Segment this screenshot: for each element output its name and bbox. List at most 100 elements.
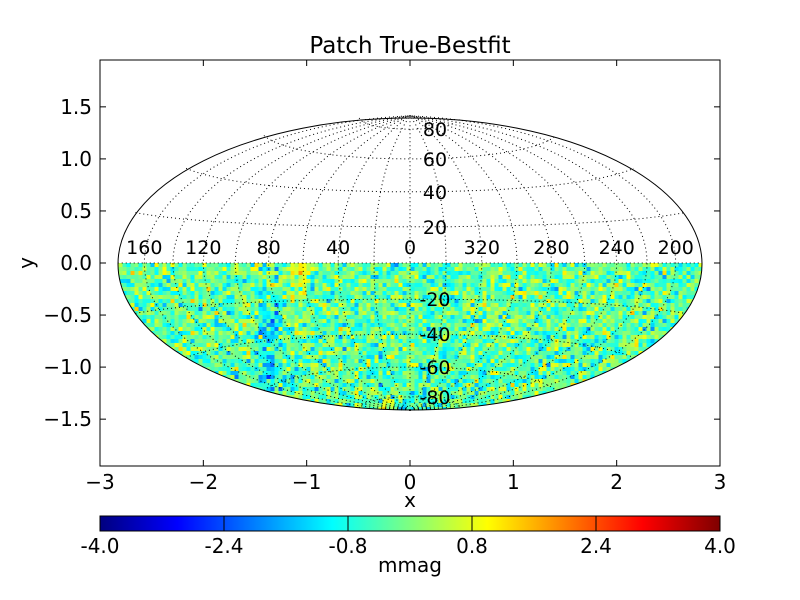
heatmap-cell — [162, 311, 167, 315]
heatmap-cell — [562, 327, 567, 331]
heatmap-cell — [158, 335, 163, 339]
heatmap-cell — [302, 347, 307, 351]
heatmap-cell — [206, 271, 211, 275]
heatmap-cell — [438, 279, 443, 283]
heatmap-cell — [494, 327, 499, 331]
heatmap-cell — [254, 347, 259, 351]
heatmap-cell — [646, 275, 651, 279]
heatmap-cell — [322, 303, 327, 307]
heatmap-cell — [626, 323, 631, 327]
heatmap-cell — [370, 375, 375, 379]
heatmap-cell — [546, 351, 551, 355]
heatmap-cell — [338, 363, 343, 367]
heatmap-cell — [390, 375, 395, 379]
heatmap-cell — [362, 367, 367, 371]
heatmap-cell — [362, 339, 367, 343]
heatmap-cell — [618, 343, 623, 347]
heatmap-cell — [490, 371, 495, 375]
heatmap-cell — [578, 323, 583, 327]
heatmap-cell — [118, 275, 123, 279]
heatmap-cell — [326, 291, 331, 295]
heatmap-cell — [358, 383, 363, 387]
heatmap-cell — [458, 323, 463, 327]
heatmap-cell — [642, 299, 647, 303]
heatmap-cell — [646, 319, 651, 323]
heatmap-cell — [490, 287, 495, 291]
heatmap-cell — [526, 307, 531, 311]
heatmap-cell — [154, 287, 159, 291]
heatmap-cell — [178, 287, 183, 291]
heatmap-cell — [642, 315, 647, 319]
heatmap-cell — [390, 359, 395, 363]
heatmap-cell — [422, 307, 427, 311]
heatmap-cell — [594, 347, 599, 351]
heatmap-cell — [598, 279, 603, 283]
heatmap-cell — [242, 367, 247, 371]
heatmap-cell — [494, 295, 499, 299]
heatmap-cell — [194, 359, 199, 363]
heatmap-cell — [334, 267, 339, 271]
heatmap-cell — [386, 327, 391, 331]
heatmap-cell — [438, 379, 443, 383]
heatmap-cell — [646, 271, 651, 275]
heatmap-cell — [446, 351, 451, 355]
heatmap-cell — [302, 387, 307, 391]
heatmap-cell — [570, 375, 575, 379]
heatmap-cell — [314, 367, 319, 371]
heatmap-cell — [338, 395, 343, 399]
heatmap-cell — [250, 307, 255, 311]
heatmap-cell — [426, 299, 431, 303]
heatmap-cell — [438, 395, 443, 399]
heatmap-cell — [538, 347, 543, 351]
heatmap-cell — [394, 319, 399, 323]
heatmap-cell — [330, 267, 335, 271]
heatmap-cell — [466, 391, 471, 395]
heatmap-cell — [570, 275, 575, 279]
heatmap-cell — [630, 263, 635, 267]
heatmap-cell — [550, 327, 555, 331]
heatmap-cell — [234, 347, 239, 351]
heatmap-cell — [374, 387, 379, 391]
heatmap-cell — [406, 279, 411, 283]
heatmap-cell — [202, 363, 207, 367]
heatmap-cell — [270, 319, 275, 323]
heatmap-cell — [162, 271, 167, 275]
heatmap-cell — [498, 331, 503, 335]
heatmap-cell — [402, 391, 407, 395]
heatmap-cell — [458, 287, 463, 291]
heatmap-cell — [254, 371, 259, 375]
heatmap-cell — [554, 371, 559, 375]
heatmap-cell — [510, 355, 515, 359]
heatmap-cell — [562, 315, 567, 319]
heatmap-cell — [378, 371, 383, 375]
heatmap-cell — [482, 375, 487, 379]
heatmap-cell — [486, 355, 491, 359]
heatmap-cell — [326, 387, 331, 391]
heatmap-cell — [318, 371, 323, 375]
heatmap-cell — [498, 399, 503, 403]
heatmap-cell — [162, 275, 167, 279]
heatmap-cell — [266, 355, 271, 359]
heatmap-cell — [398, 311, 403, 315]
heatmap-cell — [574, 267, 579, 271]
heatmap-cell — [382, 355, 387, 359]
heatmap-cell — [322, 347, 327, 351]
heatmap-cell — [186, 335, 191, 339]
heatmap-cell — [602, 347, 607, 351]
heatmap-cell — [346, 391, 351, 395]
heatmap-cell — [414, 291, 419, 295]
heatmap-cell — [630, 303, 635, 307]
heatmap-cell — [130, 291, 135, 295]
heatmap-cell — [454, 319, 459, 323]
heatmap-cell — [474, 403, 479, 407]
heatmap-cell — [486, 359, 491, 363]
heatmap-cell — [694, 279, 699, 283]
heatmap-cell — [470, 395, 475, 399]
heatmap-cell — [542, 351, 547, 355]
heatmap-cell — [322, 279, 327, 283]
heatmap-cell — [430, 271, 435, 275]
heatmap-cell — [318, 339, 323, 343]
heatmap-cell — [462, 339, 467, 343]
heatmap-cell — [362, 383, 367, 387]
heatmap-cell — [294, 395, 299, 399]
